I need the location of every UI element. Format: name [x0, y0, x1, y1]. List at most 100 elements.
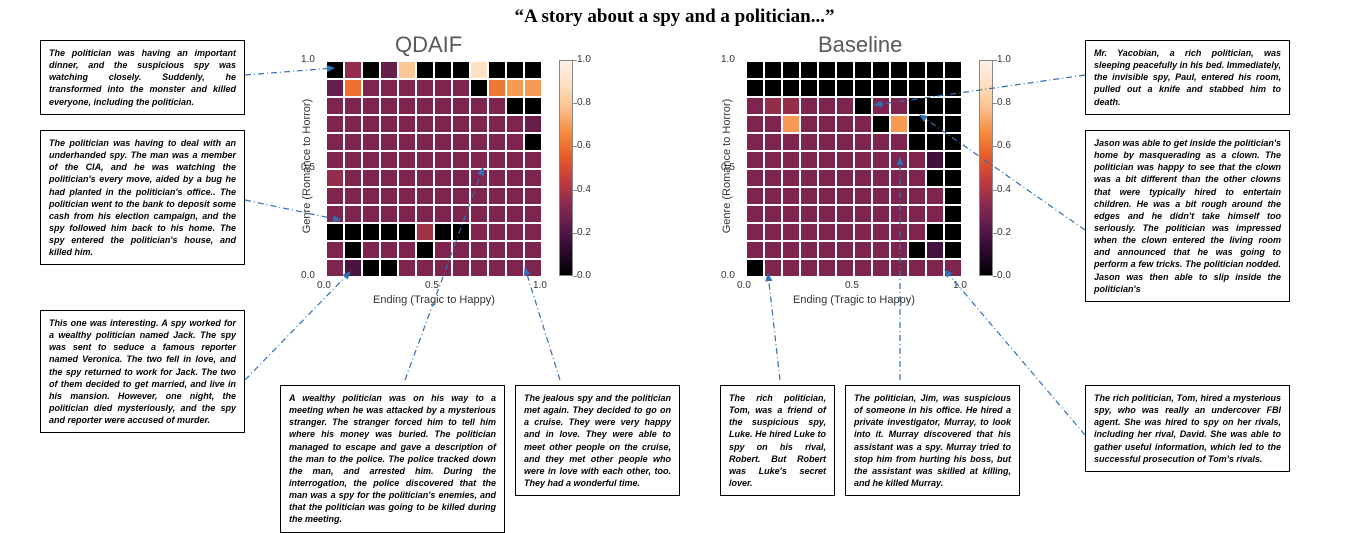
heatmap-cell — [362, 205, 380, 223]
colorbar-tick: 0.4 — [577, 184, 591, 195]
heatmap-cell — [362, 151, 380, 169]
heatmap-cell — [434, 79, 452, 97]
heatmap-cell — [470, 79, 488, 97]
qdaif-heatmap: Genre (Romance to Horror)0.00.51.00.00.5… — [325, 60, 541, 276]
heatmap-cell — [818, 259, 836, 277]
heatmap-cell — [398, 61, 416, 79]
arrow — [768, 274, 780, 380]
heatmap-cell — [362, 61, 380, 79]
x-axis-label: Ending (Tragic to Happy) — [793, 294, 915, 306]
heatmap-cell — [782, 169, 800, 187]
heatmap-cell — [944, 205, 962, 223]
heatmap-cell — [398, 169, 416, 187]
heatmap-cell — [524, 187, 542, 205]
heatmap-cell — [452, 97, 470, 115]
heatmap-cell — [398, 187, 416, 205]
heatmap-cell — [506, 61, 524, 79]
story-box-left-3: This one was interesting. A spy worked f… — [40, 310, 245, 433]
heatmap-cell — [524, 133, 542, 151]
x-axis-label: Ending (Tragic to Happy) — [373, 294, 495, 306]
heatmap-cell — [344, 115, 362, 133]
heatmap-cell — [782, 259, 800, 277]
y-tick: 0.5 — [301, 162, 315, 173]
heatmap-cell — [890, 97, 908, 115]
colorbar-tick: 0.2 — [997, 227, 1011, 238]
heatmap-cell — [362, 259, 380, 277]
heatmap-cell — [782, 241, 800, 259]
heatmap-cell — [764, 259, 782, 277]
heatmap-cell — [506, 151, 524, 169]
heatmap-cell — [836, 79, 854, 97]
heatmap-cell — [854, 169, 872, 187]
heatmap-cell — [746, 259, 764, 277]
y-tick: 0.0 — [301, 270, 315, 281]
heatmap-cell — [488, 169, 506, 187]
heatmap-cell — [764, 241, 782, 259]
heatmap-cell — [782, 97, 800, 115]
heatmap-cell — [380, 61, 398, 79]
heatmap-cell — [800, 115, 818, 133]
heatmap-cell — [854, 187, 872, 205]
story-box-right-2: Jason was able to get inside the politic… — [1085, 130, 1290, 302]
heatmap-cell — [818, 97, 836, 115]
heatmap-cell — [890, 205, 908, 223]
heatmap-cell — [416, 205, 434, 223]
heatmap-cell — [818, 151, 836, 169]
heatmap-cell — [746, 97, 764, 115]
heatmap-cell — [746, 61, 764, 79]
heatmap-cell — [524, 115, 542, 133]
heatmap-cell — [380, 151, 398, 169]
heatmap-cell — [380, 241, 398, 259]
heatmap-cell — [782, 187, 800, 205]
y-tick: 0.5 — [721, 162, 735, 173]
heatmap-cell — [344, 187, 362, 205]
heatmap-cell — [326, 97, 344, 115]
heatmap-cell — [380, 187, 398, 205]
heatmap-cell — [800, 133, 818, 151]
heatmap-cell — [506, 187, 524, 205]
heatmap-cell — [344, 169, 362, 187]
heatmap-cell — [836, 61, 854, 79]
heatmap-cell — [818, 133, 836, 151]
heatmap-cell — [854, 241, 872, 259]
colorbar — [559, 60, 573, 276]
heatmap-cell — [746, 169, 764, 187]
heatmap-cell — [764, 151, 782, 169]
heatmap-cell — [908, 133, 926, 151]
story-box-bottom-b1: The rich politician, Tom, was a friend o… — [720, 385, 835, 496]
heatmap-cell — [818, 169, 836, 187]
heatmap-cell — [764, 61, 782, 79]
heatmap-cell — [908, 205, 926, 223]
heatmap-cell — [488, 133, 506, 151]
heatmap-cell — [908, 169, 926, 187]
heatmap-cell — [344, 97, 362, 115]
heatmap-cell — [506, 115, 524, 133]
heatmap-cell — [416, 187, 434, 205]
heatmap-cell — [362, 223, 380, 241]
heatmap-cell — [872, 61, 890, 79]
heatmap-cell — [944, 97, 962, 115]
heatmap-cell — [836, 151, 854, 169]
heatmap-cell — [782, 133, 800, 151]
heatmap-cell — [452, 61, 470, 79]
heatmap-cell — [818, 61, 836, 79]
heatmap-cell — [782, 151, 800, 169]
heatmap-cell — [872, 169, 890, 187]
heatmap-cell — [416, 241, 434, 259]
heatmap-cell — [872, 187, 890, 205]
heatmap-cell — [326, 115, 344, 133]
colorbar-tick: 0.2 — [577, 227, 591, 238]
heatmap-cell — [326, 205, 344, 223]
heatmap-cell — [800, 223, 818, 241]
arrow — [245, 272, 350, 380]
heatmap-cell — [764, 223, 782, 241]
heatmap-cell — [434, 259, 452, 277]
heatmap-cell — [416, 169, 434, 187]
heatmap-cell — [398, 205, 416, 223]
heatmap-cell — [380, 259, 398, 277]
heatmap-cell — [362, 187, 380, 205]
heatmap-cell — [944, 223, 962, 241]
heatmap-cell — [872, 223, 890, 241]
heatmap-cell — [782, 205, 800, 223]
heatmap-cell — [854, 97, 872, 115]
